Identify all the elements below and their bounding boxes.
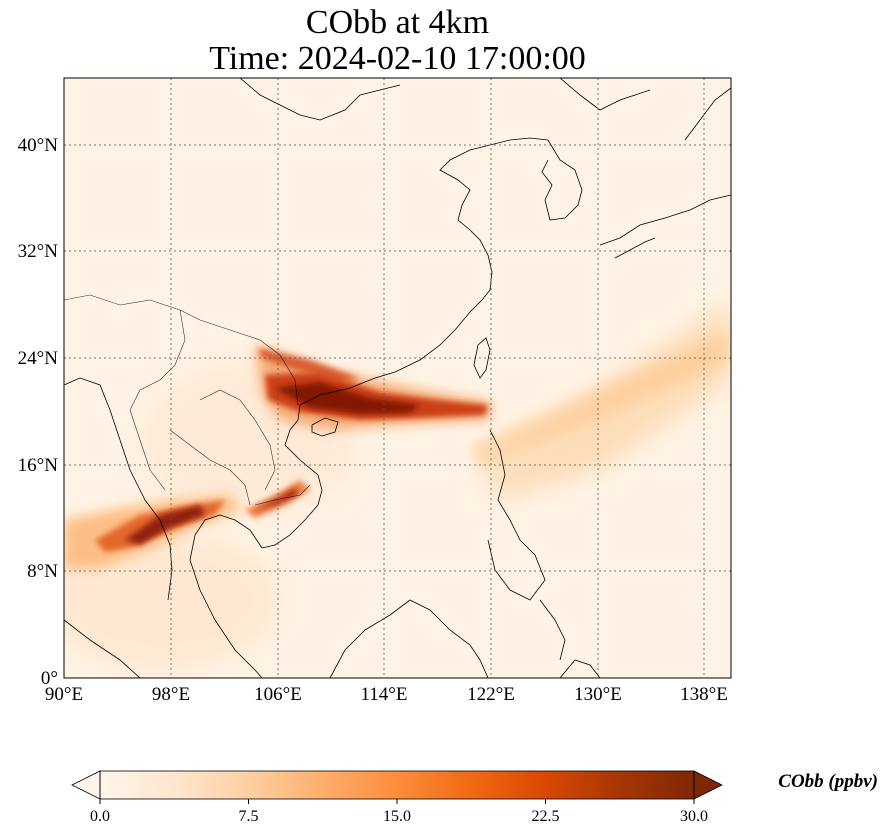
lon-tick-90: 90°E — [45, 684, 83, 705]
thailand-myanmar-border — [129, 409, 166, 491]
cambodia-border — [254, 484, 311, 506]
lon-tick-138: 138°E — [680, 684, 728, 705]
concentration-field — [64, 300, 731, 670]
field-tonkin-plume-core — [275, 382, 420, 414]
japan-coastline-south — [599, 194, 731, 246]
russia-coastline — [559, 78, 651, 111]
korea-coastline — [541, 139, 583, 221]
colorbar-extend-min — [71, 770, 101, 800]
taiwan-coastline — [473, 337, 491, 379]
malay-peninsula-coastline — [189, 514, 263, 678]
coastlines — [64, 78, 731, 678]
lat-tick-8: 8°N — [27, 561, 58, 582]
lat-tick-0: 0° — [41, 668, 58, 689]
mindanao-coastline — [539, 599, 566, 661]
sulawesi-coastline — [559, 659, 601, 678]
lon-tick-130: 130°E — [574, 684, 622, 705]
colorbar-extend-max — [693, 770, 723, 800]
map-frame — [63, 77, 732, 679]
china-south-border — [64, 294, 299, 406]
sumatra-coastline — [64, 619, 141, 678]
borneo-coastline — [329, 599, 489, 678]
colorbar: 0.0 7.5 15.0 22.5 30.0 CObb (ppbv) — [71, 770, 878, 825]
field-tonkin-plume-north-streak — [258, 348, 360, 382]
field-faint-south — [64, 530, 280, 670]
colorbar-tick-7-5: 7.5 — [239, 808, 259, 825]
japan-coastline-kyushu — [614, 237, 656, 259]
lat-tick-labels: 0° 8°N 16°N 24°N 32°N 40°N — [18, 135, 59, 689]
colorbar-label: CObb (ppbv) — [778, 771, 878, 792]
china-coastline — [297, 137, 549, 421]
laos-border — [199, 389, 276, 491]
plot-subtitle-time: Time: 2024-02-10 17:00:00 — [209, 40, 586, 77]
field-myanmar-plume-core — [125, 505, 205, 545]
field-cambodia-plume-core — [255, 488, 298, 510]
vietnam-coastline — [261, 419, 323, 549]
plot-title: CObb at 4km — [305, 4, 490, 41]
lat-tick-40: 40°N — [18, 135, 59, 156]
field-pacific-outflow-core — [470, 330, 731, 470]
lon-tick-122: 122°E — [467, 684, 515, 705]
lat-tick-16: 16°N — [18, 455, 59, 476]
colorbar-tick-22-5: 22.5 — [532, 808, 560, 825]
lon-tick-114: 114°E — [361, 684, 408, 705]
colorbar-gradient — [100, 771, 694, 799]
colorbar-tick-0: 0.0 — [90, 808, 110, 825]
lon-tick-labels: 90°E 98°E 106°E 114°E 122°E 130°E 138°E — [45, 684, 728, 705]
japan-coastline-north — [684, 87, 731, 141]
colorbar-tick-15: 15.0 — [383, 808, 411, 825]
colorbar-tick-marks — [99, 799, 695, 804]
colorbar-tick-30: 30.0 — [680, 808, 708, 825]
hainan-coastline — [311, 417, 339, 437]
lon-tick-98: 98°E — [152, 684, 190, 705]
lon-tick-106: 106°E — [254, 684, 302, 705]
lat-tick-24: 24°N — [18, 348, 59, 369]
map-panel — [64, 78, 731, 678]
lat-tick-32: 32°N — [18, 241, 59, 262]
myanmar-china-border — [129, 309, 186, 411]
philippines-coastline — [487, 429, 546, 601]
mongolia-border — [239, 78, 401, 121]
gridlines — [64, 78, 731, 678]
